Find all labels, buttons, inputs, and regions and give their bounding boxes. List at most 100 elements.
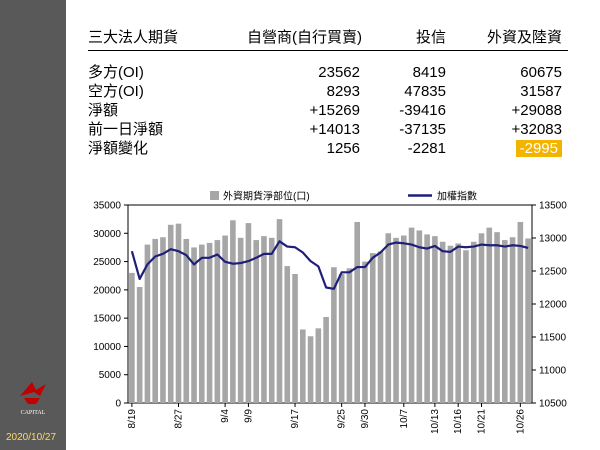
- bar: [331, 267, 337, 403]
- y-left-tick-label: 0: [115, 399, 121, 410]
- bar: [346, 268, 353, 403]
- bar: [284, 266, 291, 403]
- bar: [206, 242, 213, 403]
- foreign-value: 31587: [520, 83, 562, 100]
- bar: [393, 237, 399, 403]
- row-label: 前一日淨額: [88, 121, 164, 138]
- y-right-tick-label: 11000: [539, 366, 567, 377]
- x-tick-label: 10/7: [399, 409, 410, 429]
- bar: [253, 240, 259, 403]
- highlight-badge: -2995: [515, 140, 562, 157]
- bar: [268, 237, 275, 403]
- bar: [315, 328, 322, 403]
- dealer-value: 8293: [326, 83, 360, 100]
- bar: [408, 227, 415, 403]
- bar: [160, 237, 166, 403]
- dealer-value: +14013: [309, 121, 360, 138]
- header-dealers: 自營商(自行買賣): [247, 29, 362, 46]
- y-right-tick-label: 12000: [539, 300, 567, 311]
- bar-series: [129, 219, 531, 403]
- trust-value: 47835: [404, 83, 446, 100]
- bar: [323, 317, 329, 403]
- y-right-tick-label: 13500: [539, 201, 567, 212]
- dealer-value: 23562: [318, 64, 360, 81]
- chart-legend: 外資期貨淨部位(口) 加權指數: [210, 190, 477, 203]
- x-tick-label: 10/21: [477, 409, 488, 434]
- date-stamp: 2020/10/27: [6, 432, 57, 443]
- bar: [494, 232, 500, 403]
- y-right-tick-label: 11500: [539, 333, 567, 344]
- foreign-value: 60675: [520, 64, 562, 81]
- y-left-tick-label: 15000: [93, 314, 121, 325]
- bar: [517, 221, 524, 403]
- trust-value: -39416: [399, 102, 446, 119]
- x-tick-label: 10/13: [430, 409, 441, 434]
- bar: [144, 244, 151, 403]
- legend-bar-label: 外資期貨淨部位(口): [223, 190, 310, 203]
- left-band: [0, 0, 66, 450]
- bar: [502, 240, 508, 403]
- bar: [416, 230, 423, 403]
- y-right-tick-label: 13000: [539, 234, 567, 245]
- trust-value: -37135: [399, 121, 446, 138]
- bar: [478, 233, 485, 403]
- bar: [152, 238, 158, 403]
- bar: [199, 244, 205, 403]
- header-investment-trust: 投信: [415, 29, 446, 46]
- bar: [237, 237, 244, 403]
- x-tick-label: 8/27: [174, 409, 185, 429]
- futures-chart: 外資期貨淨部位(口) 加權指數 0 5000 10000 15000 20000 2500…: [93, 190, 567, 435]
- x-axis: 8/19 8/27 9/4 9/9 9/17 9/25 9/30 10/7 10/13 10/16…: [127, 403, 526, 434]
- bar: [214, 240, 221, 403]
- table-row: 前一日淨額 +14013 -37135 +32083: [88, 120, 568, 139]
- bar: [354, 221, 360, 403]
- bar: [129, 272, 135, 403]
- bar: [486, 227, 493, 403]
- bar: [175, 223, 182, 403]
- x-tick-label: 9/4: [220, 409, 231, 423]
- bar: [222, 235, 228, 403]
- header-foreign: 外資及陸資: [486, 29, 562, 46]
- bar: [307, 336, 314, 403]
- svg-text:CAPITAL: CAPITAL: [21, 410, 46, 416]
- capital-logo-icon: CAPITAL: [20, 382, 46, 416]
- bar: [276, 219, 283, 403]
- bar: [525, 238, 531, 403]
- y-axis-left: 0 5000 10000 15000 20000 25000 30000 35000: [93, 201, 128, 410]
- y-left-tick-label: 10000: [93, 342, 121, 353]
- index-line: [130, 240, 529, 290]
- bar: [191, 247, 197, 403]
- bar: [230, 220, 236, 403]
- dealer-value: +15269: [309, 102, 360, 119]
- bar: [385, 233, 392, 403]
- y-left-tick-label: 30000: [93, 229, 121, 240]
- line-series: [130, 240, 529, 290]
- bar: [292, 274, 298, 403]
- foreign-value: +29088: [511, 102, 562, 119]
- bar: [369, 253, 376, 403]
- bar: [183, 238, 190, 403]
- foreign-value: +32083: [511, 121, 562, 138]
- y-right-tick-label: 12500: [539, 267, 567, 278]
- trust-value: 8419: [412, 64, 446, 81]
- bar: [338, 274, 345, 403]
- y-left-tick-label: 35000: [93, 201, 121, 212]
- capital-logo: CAPITAL: [10, 378, 56, 418]
- bar: [455, 243, 461, 403]
- x-tick-label: 9/30: [360, 409, 371, 429]
- bar: [167, 224, 174, 403]
- x-tick-label: 10/26: [515, 409, 526, 434]
- bar: [261, 236, 267, 403]
- bar: [377, 251, 384, 403]
- bar: [424, 234, 430, 403]
- y-left-tick-label: 5000: [99, 370, 122, 381]
- table-row: 淨額變化 1256 -2281 -2995: [88, 139, 568, 158]
- table-row: 淨額 +15269 -39416 +29088: [88, 101, 568, 120]
- row-label: 多方(OI): [88, 64, 144, 81]
- y-right-tick-label: 10500: [539, 399, 567, 410]
- y-left-tick-label: 25000: [93, 257, 121, 268]
- dealer-value: 1256: [326, 140, 360, 157]
- header-institutions: 三大法人期貨: [88, 29, 179, 46]
- x-tick-label: 9/25: [337, 409, 348, 429]
- table-row: 空方(OI) 8293 47835 31587: [88, 82, 568, 101]
